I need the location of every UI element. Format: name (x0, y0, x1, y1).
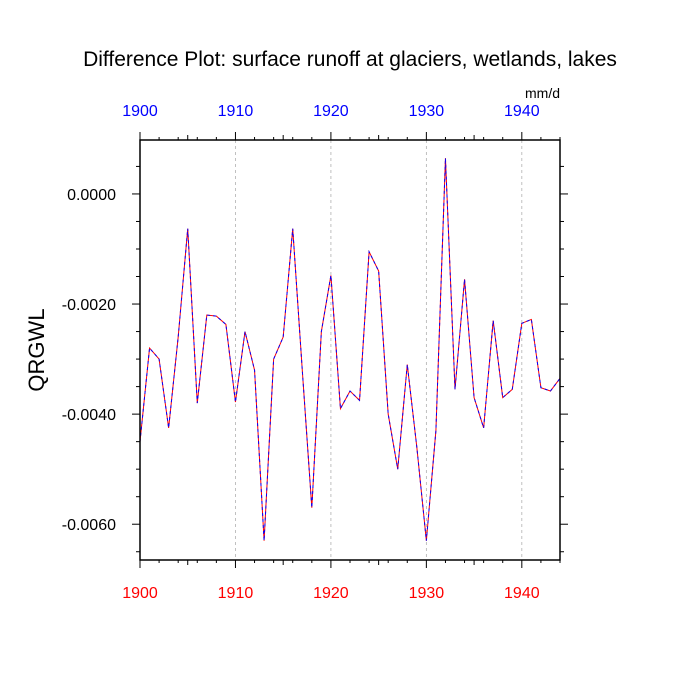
chart-title: Difference Plot: surface runoff at glaci… (83, 48, 617, 71)
tick-labels: 1900 1900 1910 1910 1920 1920 1930 1930 1940 1940… (62, 103, 540, 602)
x-tick-label-bottom-1940: 1940 (504, 585, 540, 602)
x-tick-label-top-1930: 1930 (409, 103, 445, 120)
y-tick-label: -0.0060 (62, 517, 116, 534)
x-tick-label-bottom-1920: 1920 (313, 585, 349, 602)
x-tick-label-bottom-1910: 1910 (218, 585, 254, 602)
y-tick-label: -0.0020 (62, 297, 116, 314)
y-tick-label: -0.0040 (62, 407, 116, 424)
series-line-primary (139, 158, 561, 541)
series-lines (139, 158, 561, 541)
y-tick-label: 0.0000 (67, 187, 116, 204)
axis-ticks (132, 132, 568, 568)
x-tick-label-top-1920: 1920 (313, 103, 349, 120)
y-axis-label: QRGWL (24, 308, 49, 391)
x-tick-label-top-1900: 1900 (122, 103, 158, 120)
x-tick-label-top-1940: 1940 (504, 103, 540, 120)
x-tick-label-top-1910: 1910 (218, 103, 254, 120)
x-tick-label-bottom-1900: 1900 (122, 585, 158, 602)
units-label: mm/d (525, 85, 560, 101)
grid-lines (235, 140, 523, 560)
x-tick-label-bottom-1930: 1930 (409, 585, 445, 602)
